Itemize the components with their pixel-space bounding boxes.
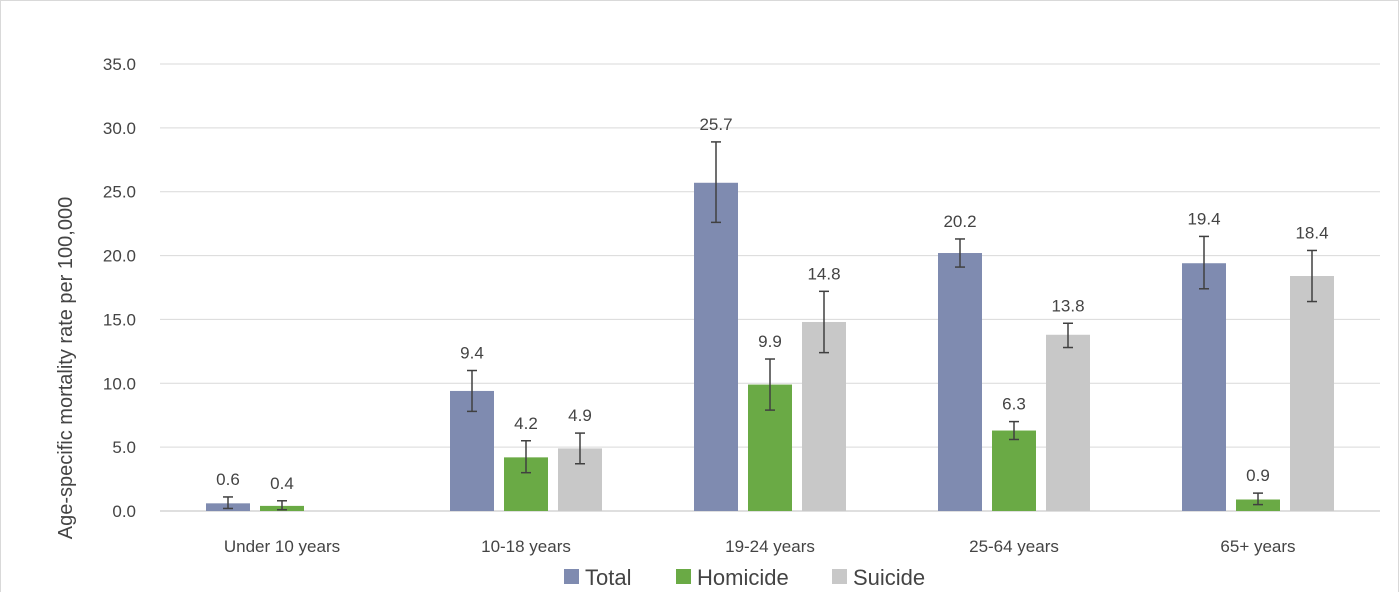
- bar-total: [694, 182, 738, 511]
- legend-label: Suicide: [853, 565, 925, 590]
- error-bar: [765, 358, 775, 411]
- y-axis-ticks: 0.0 5.0 10.0 15.0 20.0 25.0 30.0 35.0: [103, 55, 136, 521]
- bar-suicide: [802, 321, 846, 511]
- data-label: 9.9: [758, 332, 782, 351]
- x-tick-label: 10-18 years: [481, 537, 571, 556]
- data-label: 20.2: [943, 212, 976, 231]
- legend: Total Homicide Suicide: [564, 565, 925, 590]
- bar-suicide: [1290, 276, 1334, 511]
- x-tick-label: 65+ years: [1220, 537, 1295, 556]
- y-tick-label: 15.0: [103, 310, 136, 329]
- error-bar: [819, 290, 829, 354]
- error-bar: [521, 440, 531, 474]
- error-bar: [575, 432, 585, 465]
- x-tick-label: Under 10 years: [224, 537, 340, 556]
- data-label: 19.4: [1187, 209, 1220, 228]
- error-bar: [955, 238, 965, 268]
- error-bar: [1307, 249, 1317, 303]
- x-tick-label: 19-24 years: [725, 537, 815, 556]
- data-label: 0.6: [216, 470, 240, 489]
- y-tick-label: 30.0: [103, 119, 136, 138]
- x-axis-ticks: Under 10 years 10-18 years 19-24 years 25-6…: [224, 537, 1296, 556]
- y-tick-label: 10.0: [103, 374, 136, 393]
- bar-total: [938, 253, 982, 511]
- y-tick-label: 5.0: [112, 438, 136, 457]
- error-bar: [277, 500, 287, 511]
- data-label: 14.8: [807, 264, 840, 283]
- data-label: 6.3: [1002, 395, 1026, 414]
- error-bars: [223, 141, 1317, 511]
- y-axis-label: Age-specific mortality rate per 100,000: [55, 197, 77, 539]
- y-tick-label: 20.0: [103, 247, 136, 266]
- x-tick-label: 25-64 years: [969, 537, 1059, 556]
- bar-suicide: [1046, 334, 1090, 511]
- error-bar: [1199, 235, 1209, 290]
- error-bar: [467, 369, 477, 413]
- legend-swatch-total: [564, 569, 579, 584]
- legend-label: Homicide: [697, 565, 789, 590]
- data-label: 18.4: [1295, 223, 1328, 242]
- y-tick-label: 25.0: [103, 183, 136, 202]
- error-bar: [223, 496, 233, 510]
- error-bar: [711, 141, 721, 224]
- legend-label: Total: [585, 565, 631, 590]
- data-label: 13.8: [1051, 296, 1084, 315]
- y-tick-label: 0.0: [112, 502, 136, 521]
- data-label: 4.2: [514, 414, 538, 433]
- error-bar: [1063, 322, 1073, 349]
- error-bar: [1253, 492, 1263, 506]
- data-label: 9.4: [460, 344, 484, 363]
- gridlines: [160, 63, 1380, 512]
- bar-total: [1182, 263, 1226, 511]
- legend-swatch-suicide: [832, 569, 847, 584]
- data-label: 0.4: [270, 474, 294, 493]
- y-tick-label: 35.0: [103, 55, 136, 74]
- legend-swatch-homicide: [676, 569, 691, 584]
- data-label: 4.9: [568, 406, 592, 425]
- bar-homicide: [992, 430, 1036, 511]
- data-label: 0.9: [1246, 466, 1270, 485]
- error-bar: [1009, 420, 1019, 441]
- data-label: 25.7: [699, 115, 732, 134]
- data-labels: 0.6 0.4 9.4 4.2 4.9 25.7 9.9 14.8 20.2 6.3 13.8 19.…: [216, 115, 1328, 493]
